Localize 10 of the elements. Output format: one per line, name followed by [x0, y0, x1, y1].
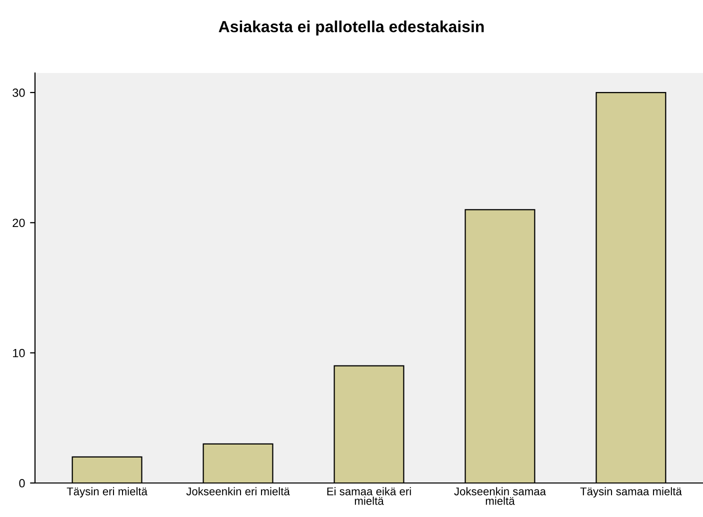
y-tick-label: 0 [19, 479, 25, 488]
y-tick-label: 20 [12, 218, 25, 228]
x-tick-label: Täysin samaa mieltä [580, 487, 682, 498]
x-tick-label: Jokseenkin eri mieltä [186, 487, 290, 496]
x-tick-label: Ei samaa eikä eri mieltä [327, 487, 411, 505]
x-tick-label: Täysin eri mieltä [66, 487, 148, 498]
y-tick-label: 30 [12, 88, 25, 97]
chart-title: Asiakasta ei pallotella edestakaisin [218, 20, 484, 36]
x-tick-label: Jokseenkin samaa mieltä [454, 487, 546, 505]
y-tick-label: 10 [13, 348, 25, 358]
